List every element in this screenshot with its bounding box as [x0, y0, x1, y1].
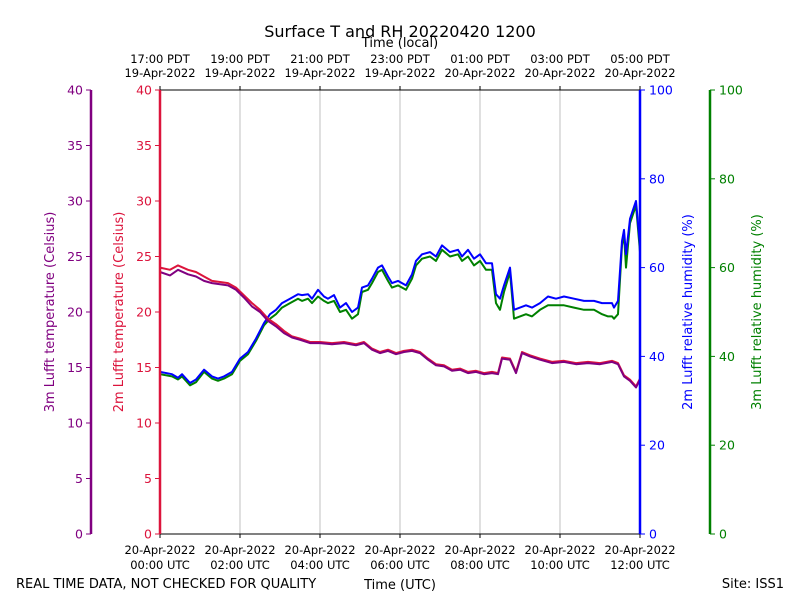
axis-tick-label-t3m-10: 10	[67, 416, 83, 431]
series-line-2m-lufft-temperature	[159, 264, 641, 388]
axis-tick-label-rh2m-0: 0	[649, 527, 657, 542]
local-tick-date-0: 19-Apr-2022	[124, 66, 195, 80]
series-lines	[159, 200, 641, 389]
axis-tick-label-rh3m-40: 40	[719, 349, 735, 364]
site-label: Site: ISS1	[722, 577, 784, 592]
axis-tick-label-rh3m-20: 20	[719, 438, 735, 453]
axis-tick-label-t2m-35: 35	[136, 138, 152, 153]
axis-tick-label-rh3m-60: 60	[719, 260, 735, 275]
local-tick-date-2: 19-Apr-2022	[284, 66, 355, 80]
local-tick-time-1: 19:00 PDT	[210, 52, 271, 66]
axis-tick-label-t2m-30: 30	[136, 194, 152, 209]
axis-label-t2m: 2m Lufft temperature (Celsius)	[112, 212, 127, 413]
axis-rh2m: 0 20 40 60 80 100 2m Lufft relative humidity (…	[638, 83, 696, 542]
local-tick-date-6: 20-Apr-2022	[604, 66, 675, 80]
utc-tick-time-1: 02:00 UTC	[210, 558, 270, 572]
bottom-axis-label: Time (UTC)	[363, 578, 436, 593]
utc-tick-date-2: 20-Apr-2022	[284, 543, 355, 557]
local-tick-time-0: 17:00 PDT	[130, 52, 191, 66]
axis-tick-label-t2m-5: 5	[144, 471, 152, 486]
vertical-gridlines	[239, 90, 561, 534]
utc-tick-time-3: 06:00 UTC	[370, 558, 430, 572]
axis-tick-label-t2m-40: 40	[136, 83, 152, 98]
axis-tick-label-rh2m-100: 100	[649, 83, 673, 98]
axis-tick-label-t3m-35: 35	[67, 138, 83, 153]
axis-tick-label-t3m-5: 5	[75, 471, 83, 486]
axis-tick-label-rh2m-60: 60	[649, 260, 665, 275]
quality-notice: REAL TIME DATA, NOT CHECKED FOR QUALITY	[16, 577, 316, 592]
local-tick-time-2: 21:00 PDT	[290, 52, 351, 66]
axis-tick-label-t3m-25: 25	[67, 249, 83, 264]
local-tick-time-4: 01:00 PDT	[450, 52, 511, 66]
top-axis-label: Time (local)	[361, 36, 438, 51]
axis-label-rh3m: 3m Lufft relative humidity (%)	[750, 214, 765, 410]
local-tick-time-6: 05:00 PDT	[610, 52, 671, 66]
utc-tick-date-4: 20-Apr-2022	[444, 543, 515, 557]
local-tick-time-3: 23:00 PDT	[370, 52, 431, 66]
axis-tick-label-rh3m-0: 0	[719, 527, 727, 542]
chart-title: Surface T and RH 20220420 1200	[264, 22, 536, 41]
utc-tick-time-5: 10:00 UTC	[530, 558, 590, 572]
utc-tick-date-1: 20-Apr-2022	[204, 543, 275, 557]
axis-tick-label-t3m-15: 15	[67, 360, 83, 375]
axis-tick-label-rh2m-80: 80	[649, 171, 665, 186]
utc-tick-time-6: 12:00 UTC	[610, 558, 670, 572]
axis-tick-label-t2m-0: 0	[144, 527, 152, 542]
utc-tick-time-0: 00:00 UTC	[130, 558, 190, 572]
local-tick-date-4: 20-Apr-2022	[444, 66, 515, 80]
utc-tick-time-4: 08:00 UTC	[450, 558, 510, 572]
utc-tick-date-6: 20-Apr-2022	[604, 543, 675, 557]
local-tick-time-5: 03:00 PDT	[530, 52, 591, 66]
axis-tick-label-rh3m-100: 100	[719, 83, 743, 98]
axis-tick-label-t3m-20: 20	[67, 305, 83, 320]
axis-tick-label-t2m-10: 10	[136, 416, 152, 431]
utc-tick-date-3: 20-Apr-2022	[364, 543, 435, 557]
axis-tick-label-t3m-30: 30	[67, 194, 83, 209]
axis-tick-label-t2m-25: 25	[136, 249, 152, 264]
axis-tick-label-rh2m-20: 20	[649, 438, 665, 453]
axis-label-rh2m: 2m Lufft relative humidity (%)	[681, 214, 696, 410]
axis-tick-label-t2m-15: 15	[136, 360, 152, 375]
series-line-2m-lufft-relative-humidity	[159, 200, 641, 384]
local-tick-date-3: 19-Apr-2022	[364, 66, 435, 80]
axis-t2m: 0 5 10 15 20 25 30 35 40 2m Lufft temperature (Ce…	[112, 83, 162, 542]
axis-label-t3m: 3m Lufft temperature (Celsius)	[43, 212, 58, 413]
series-line-3m-lufft-relative-humidity	[159, 204, 641, 387]
utc-tick-date-5: 20-Apr-2022	[524, 543, 595, 557]
local-tick-date-1: 19-Apr-2022	[204, 66, 275, 80]
utc-tick-time-2: 04:00 UTC	[290, 558, 350, 572]
axis-tick-label-rh2m-40: 40	[649, 349, 665, 364]
axis-tick-label-rh3m-80: 80	[719, 171, 735, 186]
axis-tick-label-t3m-0: 0	[75, 527, 83, 542]
local-tick-date-5: 20-Apr-2022	[524, 66, 595, 80]
utc-tick-date-0: 20-Apr-2022	[124, 543, 195, 557]
series-line-3m-lufft-temperature	[159, 268, 641, 389]
axis-tick-label-t3m-40: 40	[67, 83, 83, 98]
axis-t3m: 0 5 10 15 20 25 30 35 40 3m Lufft temperature (Ce…	[43, 83, 93, 542]
value-axes: 0 5 10 15 20 25 30 35 40 3m Lufft temperature (Ce…	[43, 83, 765, 542]
axis-rh3m: 0 20 40 60 80 100 3m Lufft relative humidity (…	[708, 83, 765, 542]
axis-tick-label-t2m-20: 20	[136, 305, 152, 320]
